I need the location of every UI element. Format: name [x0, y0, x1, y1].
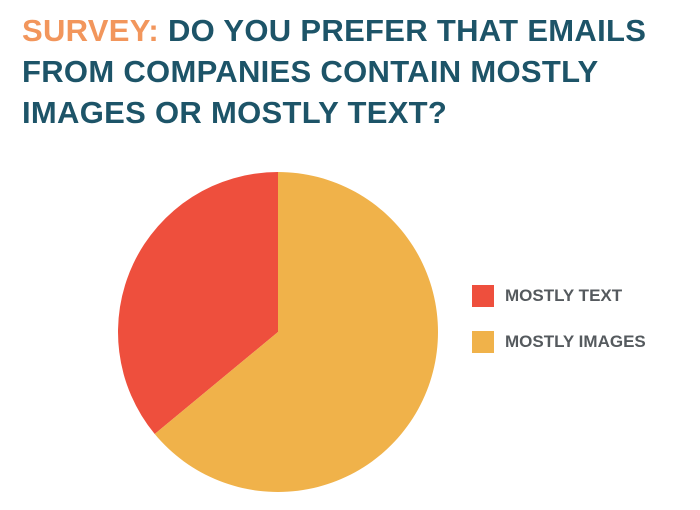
chart-legend: MOSTLY TEXT MOSTLY IMAGES [472, 282, 646, 374]
chart-title-text: DO YOU PREFER THAT EMAILS FROM COMPANIES… [22, 13, 647, 130]
pie-slice-mostly-text [118, 172, 278, 434]
pie-slice-mostly-images [154, 172, 438, 492]
legend-item-mostly-images: MOSTLY IMAGES [472, 328, 646, 356]
legend-swatch-mostly-text [472, 285, 494, 307]
chart-title-prefix: SURVEY: [22, 13, 160, 48]
legend-item-mostly-text: MOSTLY TEXT [472, 282, 646, 310]
chart-title: SURVEY: DO YOU PREFER THAT EMAILS FROM C… [22, 10, 682, 133]
legend-swatch-mostly-images [472, 331, 494, 353]
pie-chart [118, 172, 438, 492]
legend-label-mostly-text: MOSTLY TEXT [505, 286, 623, 305]
legend-label-mostly-images: MOSTLY IMAGES [505, 332, 646, 351]
